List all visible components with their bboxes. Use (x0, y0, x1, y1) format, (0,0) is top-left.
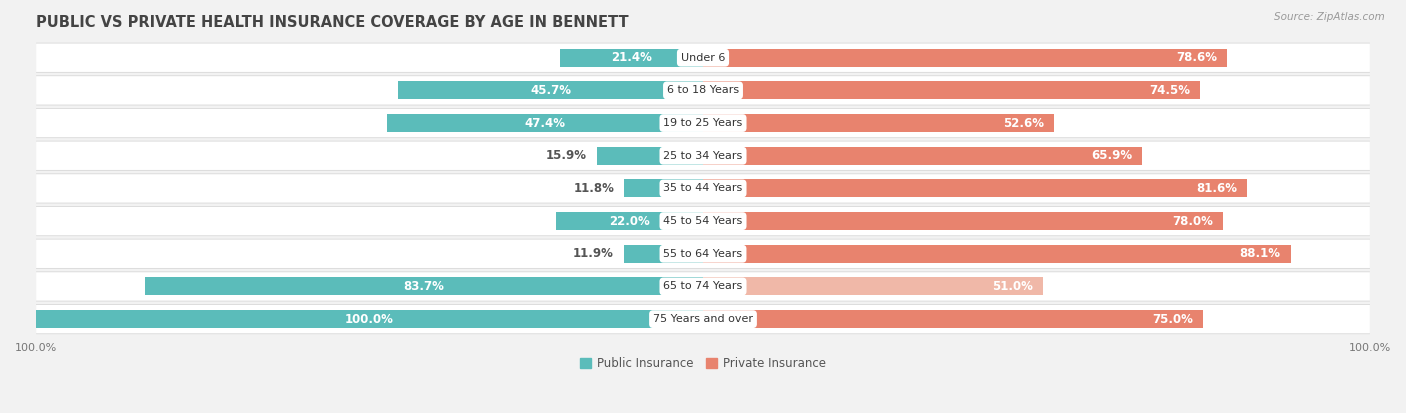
Text: 21.4%: 21.4% (612, 51, 652, 64)
Text: 74.5%: 74.5% (1149, 84, 1189, 97)
FancyBboxPatch shape (37, 271, 1369, 301)
Text: 52.6%: 52.6% (1002, 116, 1043, 130)
FancyBboxPatch shape (37, 141, 1369, 171)
Text: 78.6%: 78.6% (1177, 51, 1218, 64)
FancyBboxPatch shape (37, 305, 1369, 333)
Text: 25 to 34 Years: 25 to 34 Years (664, 151, 742, 161)
Text: 45 to 54 Years: 45 to 54 Years (664, 216, 742, 226)
FancyBboxPatch shape (37, 206, 1369, 236)
FancyBboxPatch shape (37, 207, 1369, 235)
Bar (703, 147, 1143, 165)
Text: 78.0%: 78.0% (1173, 215, 1213, 228)
Text: 11.9%: 11.9% (572, 247, 613, 260)
FancyBboxPatch shape (37, 173, 1369, 204)
Bar (598, 147, 703, 165)
Text: 65.9%: 65.9% (1091, 149, 1132, 162)
Text: 65 to 74 Years: 65 to 74 Years (664, 281, 742, 292)
FancyBboxPatch shape (37, 240, 1369, 268)
Bar (703, 49, 1227, 67)
FancyBboxPatch shape (37, 174, 1369, 203)
Text: 45.7%: 45.7% (530, 84, 571, 97)
Text: 47.4%: 47.4% (524, 116, 565, 130)
FancyBboxPatch shape (37, 304, 1369, 334)
FancyBboxPatch shape (37, 142, 1369, 170)
Bar (37, 310, 703, 328)
FancyBboxPatch shape (37, 239, 1369, 269)
FancyBboxPatch shape (37, 272, 1369, 301)
Text: Under 6: Under 6 (681, 53, 725, 63)
FancyBboxPatch shape (37, 109, 1369, 137)
Text: 35 to 44 Years: 35 to 44 Years (664, 183, 742, 193)
Text: Source: ZipAtlas.com: Source: ZipAtlas.com (1274, 12, 1385, 22)
FancyBboxPatch shape (37, 108, 1369, 138)
Text: 19 to 25 Years: 19 to 25 Years (664, 118, 742, 128)
Legend: Public Insurance, Private Insurance: Public Insurance, Private Insurance (575, 352, 831, 375)
Bar (703, 114, 1053, 132)
Text: 100.0%: 100.0% (344, 313, 394, 325)
FancyBboxPatch shape (37, 43, 1369, 73)
Bar (398, 81, 703, 100)
Text: 75 Years and over: 75 Years and over (652, 314, 754, 324)
Text: PUBLIC VS PRIVATE HEALTH INSURANCE COVERAGE BY AGE IN BENNETT: PUBLIC VS PRIVATE HEALTH INSURANCE COVER… (37, 15, 628, 30)
Text: 55 to 64 Years: 55 to 64 Years (664, 249, 742, 259)
Bar (703, 278, 1043, 295)
FancyBboxPatch shape (37, 43, 1369, 72)
Bar (703, 310, 1204, 328)
Text: 15.9%: 15.9% (546, 149, 586, 162)
Text: 6 to 18 Years: 6 to 18 Years (666, 85, 740, 95)
Text: 83.7%: 83.7% (404, 280, 444, 293)
Text: 11.8%: 11.8% (574, 182, 614, 195)
Text: 51.0%: 51.0% (993, 280, 1033, 293)
FancyBboxPatch shape (37, 75, 1369, 105)
Bar (703, 212, 1223, 230)
Bar (624, 179, 703, 197)
Text: 22.0%: 22.0% (609, 215, 650, 228)
Bar (703, 179, 1247, 197)
Bar (557, 212, 703, 230)
Bar (703, 81, 1199, 100)
Text: 88.1%: 88.1% (1240, 247, 1281, 260)
Bar (387, 114, 703, 132)
Bar (703, 245, 1291, 263)
Bar (560, 49, 703, 67)
Bar (624, 245, 703, 263)
Text: 75.0%: 75.0% (1153, 313, 1194, 325)
Text: 81.6%: 81.6% (1197, 182, 1237, 195)
Bar (145, 278, 703, 295)
FancyBboxPatch shape (37, 76, 1369, 104)
